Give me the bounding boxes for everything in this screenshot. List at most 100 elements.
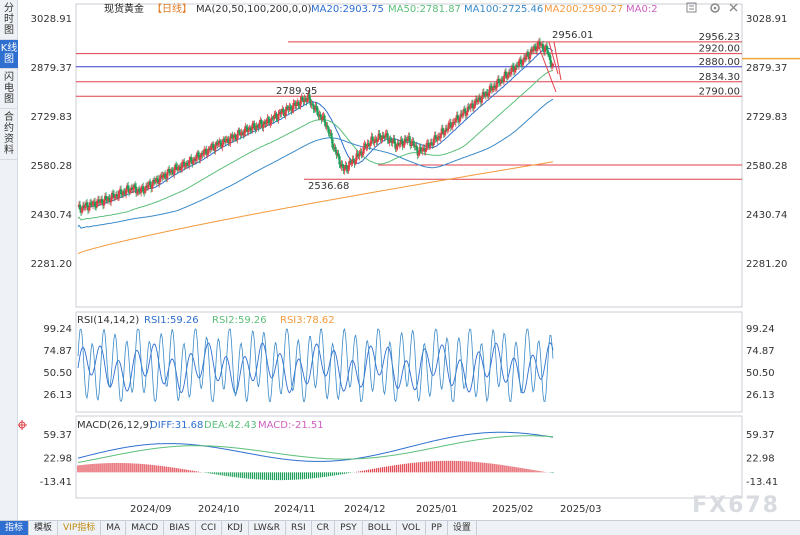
- candle-down: [78, 204, 82, 210]
- macd-dea-value: DEA:42.43: [204, 420, 257, 431]
- toolbar-item-macd[interactable]: MACD: [126, 520, 165, 535]
- candle-down: [427, 142, 430, 147]
- candle-up: [421, 148, 424, 152]
- toolbar-item-pp[interactable]: PP: [426, 520, 448, 535]
- candle-up: [262, 124, 265, 129]
- candle-down: [275, 113, 278, 119]
- candle-up: [232, 137, 235, 139]
- candle-down: [408, 136, 411, 143]
- date-axis-label: 2024/10: [198, 504, 240, 515]
- toolbar-item--[interactable]: 设置: [448, 520, 477, 535]
- toolbar-item-vip-[interactable]: VIP指标: [58, 520, 102, 535]
- candle-down: [371, 136, 374, 141]
- candle-down: [430, 142, 433, 145]
- price-axis-label: 2879.37: [746, 63, 787, 74]
- macd-axis-label: 59.37: [746, 430, 775, 441]
- candle-down: [309, 98, 312, 105]
- candle-up: [343, 168, 346, 171]
- candle-up: [428, 145, 431, 147]
- candle-up: [439, 134, 442, 139]
- candle-up: [355, 153, 358, 161]
- chart-area[interactable]: 现货黄金 【日线】 MA(20,50,100,200,0,0) MA20:290…: [18, 0, 800, 520]
- candle-up: [155, 178, 158, 183]
- candle-up: [484, 92, 487, 96]
- candle-down: [175, 164, 178, 168]
- candle-up: [358, 153, 361, 157]
- candle-up: [151, 184, 154, 189]
- candle-down: [512, 67, 516, 72]
- candle-down: [467, 106, 470, 108]
- close-icon[interactable]: [729, 3, 738, 12]
- toolbar-item-cr[interactable]: CR: [312, 520, 336, 535]
- symbol-name: 现货黄金: [104, 2, 144, 15]
- candle-up: [494, 87, 497, 89]
- candle-down: [326, 125, 329, 128]
- rsi-axis-label: 99.24: [43, 324, 72, 335]
- candle-up: [203, 149, 206, 155]
- price-axis-label: 2580.28: [746, 161, 787, 172]
- toolbar-item-bias[interactable]: BIAS: [164, 520, 196, 535]
- toolbar-item-cci[interactable]: CCI: [196, 520, 223, 535]
- candle-up: [258, 123, 261, 128]
- candle-up: [210, 146, 213, 150]
- candle-up: [144, 187, 147, 193]
- candle-up: [446, 128, 449, 131]
- candle-down: [267, 117, 270, 120]
- candle-down: [301, 96, 304, 101]
- candle-down: [234, 134, 237, 138]
- toolbar-item--[interactable]: 模板: [29, 520, 59, 535]
- candle-up: [147, 185, 150, 188]
- tab-k-line[interactable]: K线图: [0, 40, 18, 69]
- candle-down: [500, 79, 503, 81]
- candle-up: [529, 49, 533, 55]
- candle-up: [403, 138, 406, 145]
- candle-down: [330, 132, 333, 140]
- candle-down: [250, 130, 253, 132]
- candle-down: [153, 180, 156, 182]
- tab-time-chart[interactable]: 分时图: [0, 0, 18, 40]
- tab-contract-info[interactable]: 合约资料: [0, 109, 18, 160]
- macd-axis-label: 22.98: [746, 454, 775, 465]
- candle-up: [502, 76, 505, 82]
- period-label[interactable]: 【日线】: [152, 2, 192, 15]
- tab-flash-chart[interactable]: 闪电图: [0, 69, 18, 109]
- candle-up: [551, 63, 555, 66]
- toolbar-item-boll[interactable]: BOLL: [363, 520, 397, 535]
- toolbar-item-psy[interactable]: PSY: [335, 520, 363, 535]
- mid-high-annotation: 2789.95: [276, 86, 317, 97]
- candle-up: [443, 131, 446, 135]
- candle-down: [186, 162, 189, 165]
- contract-icon[interactable]: [686, 2, 697, 13]
- candle-down: [545, 45, 549, 51]
- candle-up: [277, 113, 280, 120]
- crosshair-icon[interactable]: [18, 420, 27, 430]
- candle-up: [207, 148, 210, 155]
- candle-down: [219, 140, 222, 143]
- candle-down: [304, 98, 307, 100]
- candle-down: [93, 201, 97, 207]
- settings-icon[interactable]: [710, 3, 720, 13]
- candle-down: [282, 108, 285, 113]
- candle-down: [526, 52, 530, 56]
- candle-down: [549, 60, 553, 67]
- toolbar-item-lw-r[interactable]: LW&R: [249, 520, 286, 535]
- toolbar-item-rsi[interactable]: RSI: [286, 520, 312, 535]
- candle-down: [260, 119, 263, 125]
- candle-up: [174, 164, 177, 171]
- candle-down: [316, 107, 319, 116]
- candle-down: [107, 197, 111, 199]
- candle-down: [111, 193, 115, 195]
- price-axis-label: 3028.91: [31, 14, 72, 25]
- candle-up: [388, 139, 391, 143]
- candle-down: [352, 159, 355, 161]
- candle-down: [386, 133, 389, 140]
- toolbar-item-ma[interactable]: MA: [101, 520, 127, 535]
- rsi-panel-frame: [75, 311, 743, 413]
- toolbar-item-vol[interactable]: VOL: [397, 520, 427, 535]
- toolbar-item-kdj[interactable]: KDJ: [222, 520, 249, 535]
- candle-up: [221, 144, 224, 148]
- candle-up: [284, 111, 287, 116]
- toolbar-item--[interactable]: 指标: [0, 520, 30, 535]
- candle-up: [314, 105, 317, 110]
- macd-dea-line: [77, 435, 554, 463]
